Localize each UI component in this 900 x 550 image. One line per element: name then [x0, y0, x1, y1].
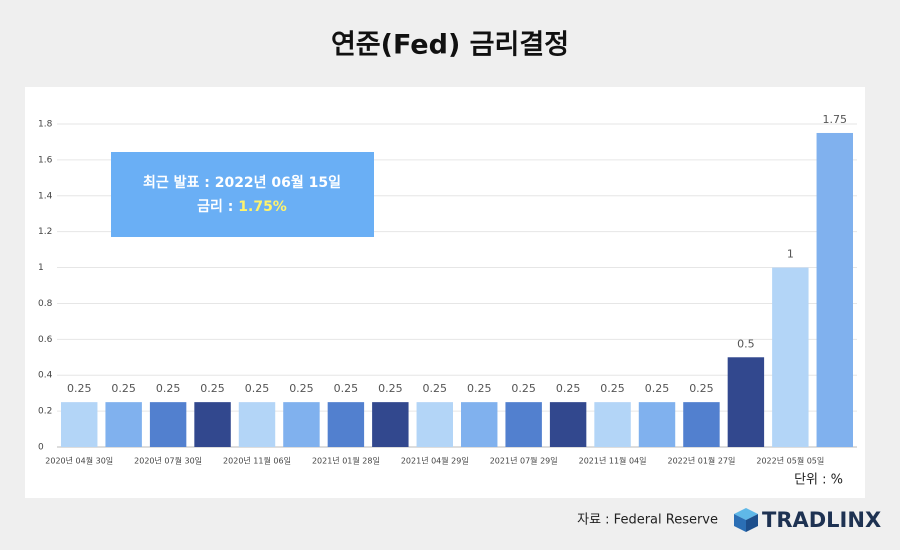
bar [461, 402, 498, 447]
x-tick-label: 2020년 07월 30일 [134, 456, 202, 466]
annotation-box [111, 152, 374, 237]
y-tick-label: 1.8 [38, 120, 53, 130]
y-tick-label: 0.8 [38, 299, 53, 309]
source: 자료 : Federal Reserve [577, 513, 718, 528]
data-label: 0.25 [689, 382, 714, 395]
x-tick-label: 2022년 05월 05일 [756, 456, 824, 466]
y-tick-label: 1 [38, 263, 44, 273]
logo-text: TRADLINX [762, 508, 881, 532]
x-tick-label: 2021년 11월 04일 [579, 456, 647, 466]
bar [105, 402, 142, 447]
x-tick-label: 2021년 04월 29일 [401, 456, 469, 466]
bar [549, 402, 587, 447]
bar [638, 402, 676, 447]
bar [327, 402, 365, 447]
bar [772, 267, 809, 447]
data-label: 0.25 [67, 382, 92, 395]
data-label: 0.25 [423, 382, 448, 395]
x-tick-label: 2022년 01월 27일 [667, 456, 735, 466]
data-label: 0.25 [245, 382, 270, 395]
data-label: 0.25 [111, 382, 136, 395]
x-tick-label: 2021년 01월 28일 [312, 456, 380, 466]
bar [416, 402, 453, 447]
y-tick-label: 1.4 [38, 191, 53, 201]
data-label: 0.25 [156, 382, 181, 395]
data-label: 0.25 [200, 382, 225, 395]
logo-icon [734, 508, 758, 532]
y-tick-label: 1.6 [38, 155, 53, 165]
unit-label: 단위 : % [794, 473, 843, 488]
data-label: 0.25 [334, 382, 359, 395]
data-label: 0.25 [645, 382, 670, 395]
bar [194, 402, 231, 447]
bar [505, 402, 542, 447]
bar [283, 402, 320, 447]
bar [61, 402, 98, 447]
rate-value: 1.75% [238, 199, 287, 215]
bar [683, 402, 720, 447]
data-label: 0.25 [467, 382, 492, 395]
data-label: 0.25 [289, 382, 314, 395]
y-tick-label: 0 [38, 443, 44, 453]
annotation-rate: 금리 : 1.75% [197, 199, 287, 215]
bar [238, 402, 276, 447]
bar [594, 402, 631, 447]
x-tick-label: 2020년 04월 30일 [45, 456, 113, 466]
data-label: 0.25 [511, 382, 536, 395]
x-tick-label: 2020년 11월 06일 [223, 456, 291, 466]
data-label: 1.75 [823, 113, 848, 126]
data-label: 1 [787, 248, 794, 261]
x-tick-label: 2021년 07월 29일 [490, 456, 558, 466]
bar [149, 402, 187, 447]
y-tick-label: 0.4 [38, 371, 53, 381]
bar [727, 357, 765, 447]
bar [816, 132, 853, 447]
chart-title: 연준(Fed) 금리결정 [331, 30, 569, 61]
data-label: 0.25 [556, 382, 581, 395]
y-tick-label: 0.2 [38, 407, 52, 417]
y-tick-label: 1.2 [38, 227, 52, 237]
y-tick-label: 0.6 [38, 335, 53, 345]
data-label: 0.25 [378, 382, 403, 395]
bar [372, 402, 409, 447]
annotation-text: 최근 발표 : 2022년 06월 15일 [143, 174, 341, 191]
plot-area: 0 0.2 0.4 0.6 0.8 1 1.2 1.4 1.6 1.8 2020년 04월 30일 0… [38, 113, 857, 466]
rate-label: 금리 : [197, 199, 238, 215]
data-label: 0.25 [600, 382, 625, 395]
data-label: 0.5 [737, 337, 755, 350]
